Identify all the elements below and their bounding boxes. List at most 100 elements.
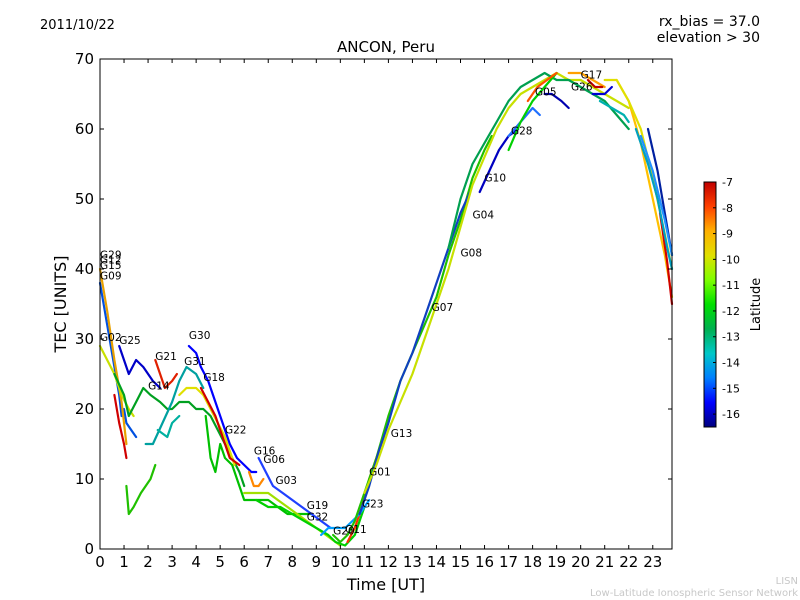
series-line-J bbox=[187, 344, 258, 474]
series-line-AA bbox=[507, 71, 558, 152]
series-line-Q bbox=[243, 491, 342, 547]
satellite-label: G12 bbox=[100, 254, 122, 266]
plot-frame bbox=[99, 58, 673, 550]
x-tick-label: 12 bbox=[379, 553, 398, 571]
x-tick-label: 2 bbox=[143, 553, 153, 571]
satellite-label: G08 bbox=[461, 247, 483, 259]
series-line-C bbox=[113, 393, 128, 460]
y-tick-label: 60 bbox=[75, 120, 94, 138]
series-line-M bbox=[154, 358, 178, 390]
satellite-label: G32 bbox=[307, 511, 329, 523]
footer-network: Low-Latitude Ionospheric Sensor Network bbox=[590, 588, 798, 599]
series-line-AL bbox=[658, 211, 674, 306]
satellite-label: G13 bbox=[391, 428, 413, 440]
chart-title: ANCON, Peru bbox=[337, 38, 435, 56]
x-tick-label: 16 bbox=[475, 553, 494, 571]
series-line-E bbox=[118, 344, 162, 390]
series-line-AF bbox=[591, 85, 614, 96]
x-tick-label: 1 bbox=[119, 553, 129, 571]
x-tick-label: 18 bbox=[523, 553, 542, 571]
series-line-AD bbox=[567, 71, 606, 89]
y-tick-label: 0 bbox=[84, 540, 94, 558]
x-tick-label: 5 bbox=[215, 553, 225, 571]
y-tick-label: 10 bbox=[75, 470, 94, 488]
x-tick-label: 20 bbox=[571, 553, 590, 571]
series-line-H bbox=[125, 463, 157, 516]
satellite-label: G11 bbox=[345, 524, 367, 536]
x-tick-label: 23 bbox=[643, 553, 662, 571]
series-line-AG bbox=[598, 99, 630, 124]
y-tick-label: 20 bbox=[75, 400, 94, 418]
x-tick-label: 8 bbox=[287, 553, 297, 571]
series-line-P bbox=[257, 456, 332, 530]
colorbar-tick-label: -11 bbox=[722, 279, 740, 292]
x-tick-label: 22 bbox=[619, 553, 638, 571]
series-line-G bbox=[144, 365, 205, 446]
satellite-label: G01 bbox=[369, 467, 391, 479]
series-line-AB bbox=[526, 71, 558, 103]
series-line-B bbox=[98, 267, 128, 446]
satellite-label: G25 bbox=[119, 335, 141, 347]
y-tick-label: 70 bbox=[75, 50, 94, 68]
satellite-label: G23 bbox=[362, 499, 384, 511]
series-line-AM bbox=[634, 127, 674, 271]
colorbar-tick-label: -14 bbox=[722, 357, 740, 370]
satellite-label: G16 bbox=[254, 446, 276, 458]
satellite-label: G20 bbox=[333, 525, 355, 537]
series-line-O bbox=[247, 470, 265, 488]
series-line-Z bbox=[507, 106, 541, 138]
satellite-label: G28 bbox=[511, 126, 533, 138]
satellite-label: G18 bbox=[203, 372, 225, 384]
satellite-label: G30 bbox=[189, 330, 211, 342]
satellite-label: G31 bbox=[184, 356, 206, 368]
satellite-label: G10 bbox=[485, 173, 507, 185]
colorbar-tick-label: -8 bbox=[722, 202, 733, 215]
series-line-V bbox=[358, 190, 472, 516]
satellite-label: G22 bbox=[225, 425, 247, 437]
x-tick-label: 4 bbox=[191, 553, 201, 571]
x-tick-label: 3 bbox=[167, 553, 177, 571]
x-tick-label: 9 bbox=[312, 553, 322, 571]
series-line-A bbox=[98, 281, 138, 439]
satellite-label: G17 bbox=[581, 70, 603, 82]
satellite-label: G04 bbox=[473, 210, 495, 222]
satellite-label: G26 bbox=[571, 82, 593, 94]
info-box: rx_bias = 37.0 elevation > 30 bbox=[657, 14, 760, 46]
series-line-L bbox=[199, 386, 241, 467]
y-tick-label: 50 bbox=[75, 190, 94, 208]
x-tick-label: 13 bbox=[403, 553, 422, 571]
x-tick-label: 17 bbox=[499, 553, 518, 571]
colorbar-tick-label: -13 bbox=[722, 331, 740, 344]
x-tick-label: 10 bbox=[331, 553, 350, 571]
series-line-AC bbox=[543, 92, 570, 110]
y-tick-label: 30 bbox=[75, 330, 94, 348]
satellite-label: G14 bbox=[148, 380, 170, 392]
satellite-label: G21 bbox=[155, 351, 177, 363]
satellite-label: G07 bbox=[432, 302, 454, 314]
satellite-label: G03 bbox=[275, 475, 297, 487]
footer: LISN Low-Latitude Ionospheric Sensor Net… bbox=[590, 576, 798, 600]
date-label: 2011/10/22 bbox=[40, 18, 115, 33]
x-tick-label: 14 bbox=[427, 553, 446, 571]
series-line-AK bbox=[639, 134, 674, 257]
y-axis-label: TEC [UNITS] bbox=[51, 256, 70, 354]
satellite-label: G05 bbox=[535, 86, 557, 98]
rx-bias-label: rx_bias = 37.0 bbox=[658, 14, 760, 30]
elevation-label: elevation > 30 bbox=[656, 30, 760, 46]
satellite-label: G09 bbox=[100, 271, 122, 283]
satellite-label: G02 bbox=[100, 332, 122, 344]
colorbar-label: Latitude bbox=[749, 278, 764, 332]
colorbar-tick-label: -7 bbox=[722, 176, 733, 189]
footer-lisn: LISN bbox=[775, 576, 798, 587]
colorbar-tick-label: -9 bbox=[722, 228, 733, 241]
x-tick-label: 19 bbox=[547, 553, 566, 571]
colorbar bbox=[703, 181, 717, 428]
series-line-W bbox=[363, 71, 630, 495]
colorbar-tick-label: -16 bbox=[722, 408, 740, 421]
series-line-AH bbox=[615, 78, 674, 299]
x-tick-label: 15 bbox=[451, 553, 470, 571]
satellite-label: G19 bbox=[307, 500, 329, 512]
colorbar-tick-label: -10 bbox=[722, 253, 740, 266]
series-line-I bbox=[156, 414, 181, 439]
